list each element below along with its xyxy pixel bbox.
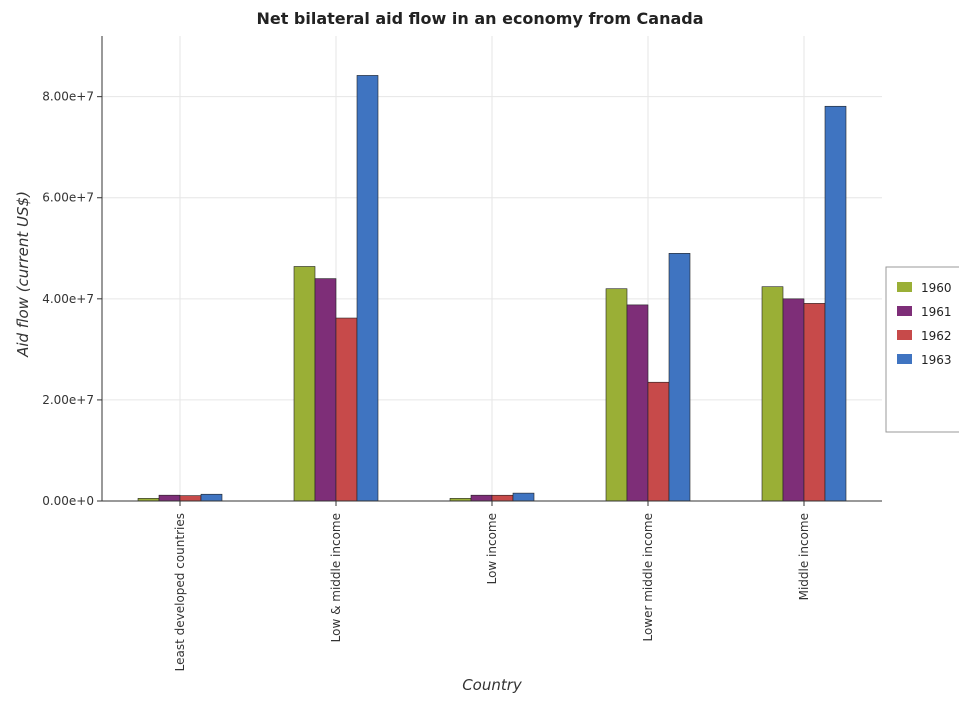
legend-label: 1961 xyxy=(921,305,952,319)
bar-1962-low-income xyxy=(491,494,514,502)
bar-1963-lower-middle-income xyxy=(668,253,691,502)
bar-1963-low-middle-income xyxy=(356,75,379,502)
bar-1961-low-income xyxy=(470,494,493,502)
x-tick-label: Middle income xyxy=(797,513,811,600)
bar-1961-low-middle-income xyxy=(314,278,337,502)
legend-swatch xyxy=(897,306,912,316)
legend-box xyxy=(885,266,959,433)
bar-1961-lower-middle-income xyxy=(626,304,649,502)
bar-1961-middle-income xyxy=(782,298,805,502)
x-axis-label: Country xyxy=(462,676,523,694)
chart-title: Net bilateral aid flow in an economy fro… xyxy=(256,9,703,28)
legend-swatch xyxy=(897,330,912,340)
bar-1963-middle-income xyxy=(824,105,847,502)
legend-label: 1960 xyxy=(921,281,952,295)
bar-1962-least-developed-countries xyxy=(179,495,202,502)
y-tick-label: 4.00e+7 xyxy=(42,292,94,306)
y-tick-label: 8.00e+7 xyxy=(42,90,94,104)
x-tick-label: Least developed countries xyxy=(173,513,187,671)
legend-swatch xyxy=(897,282,912,292)
bar-1962-middle-income xyxy=(803,303,826,502)
bar-1960-lower-middle-income xyxy=(605,288,628,502)
y-tick-label: 0.00e+0 xyxy=(42,494,94,508)
bar-1962-low-middle-income xyxy=(335,317,358,502)
bar-1961-least-developed-countries xyxy=(158,494,181,502)
legend-swatch xyxy=(897,354,912,364)
bars xyxy=(137,75,847,502)
legend: 1960 1961 1962 1963 xyxy=(885,266,959,433)
x-tick-label: Low & middle income xyxy=(329,513,343,642)
x-tick-label: Low income xyxy=(485,513,499,584)
bar-1963-least-developed-countries xyxy=(200,493,223,502)
legend-label: 1962 xyxy=(921,329,952,343)
y-tick-label: 6.00e+7 xyxy=(42,191,94,205)
bar-1963-low-income xyxy=(512,492,535,502)
x-tick-label: Lower middle income xyxy=(641,513,655,642)
bar-1960-middle-income xyxy=(761,286,784,502)
legend-label: 1963 xyxy=(921,353,952,367)
bar-1960-low-middle-income xyxy=(293,266,316,502)
axes: 0.00e+0 2.00e+7 4.00e+7 6.00e+7 8.00e+7 Least… xyxy=(42,36,882,671)
y-axis-label: Aid flow (current US$) xyxy=(14,191,32,358)
y-tick-label: 2.00e+7 xyxy=(42,393,94,407)
bar-1962-lower-middle-income xyxy=(647,381,670,502)
